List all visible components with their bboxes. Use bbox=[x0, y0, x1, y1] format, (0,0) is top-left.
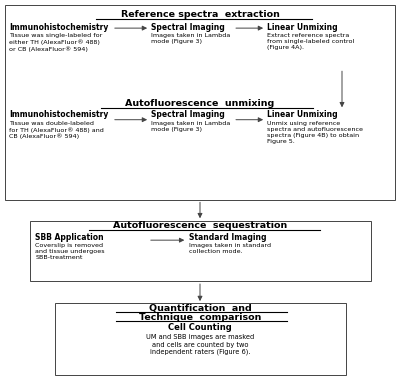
Text: Images taken in Lambda
mode (Figure 3): Images taken in Lambda mode (Figure 3) bbox=[151, 33, 230, 44]
Text: Autofluorescence  sequestration: Autofluorescence sequestration bbox=[113, 221, 287, 230]
Text: Unmix using reference
spectra and autofluorescence
spectra (Figure 4B) to obtain: Unmix using reference spectra and autofl… bbox=[267, 121, 363, 144]
Text: Images taken in standard
collection mode.: Images taken in standard collection mode… bbox=[189, 243, 271, 254]
Text: Cell Counting: Cell Counting bbox=[168, 323, 232, 332]
FancyBboxPatch shape bbox=[5, 5, 395, 200]
Text: Quantification  and: Quantification and bbox=[149, 304, 251, 313]
Text: Tissue was single-labeled for
either TH (AlexaFluor® 488)
or CB (AlexaFluor® 594: Tissue was single-labeled for either TH … bbox=[9, 33, 102, 52]
Text: Autofluorescence  unmixing: Autofluorescence unmixing bbox=[125, 99, 275, 108]
Text: Extract reference spectra
from single-labeled control
(Figure 4A).: Extract reference spectra from single-la… bbox=[267, 33, 354, 51]
Text: UM and SBB images are masked
and cells are counted by two
independent raters (Fi: UM and SBB images are masked and cells a… bbox=[146, 334, 254, 355]
Text: Technique  comparison: Technique comparison bbox=[139, 314, 261, 323]
Text: Tissue was double-labeled
for TH (AlexaFluor® 488) and
CB (AlexaFluor® 594): Tissue was double-labeled for TH (AlexaF… bbox=[9, 121, 104, 139]
Text: Reference spectra  extraction: Reference spectra extraction bbox=[120, 10, 280, 19]
Text: Immunohistochemistry: Immunohistochemistry bbox=[9, 23, 108, 32]
Text: Spectral Imaging: Spectral Imaging bbox=[151, 110, 225, 119]
Text: Linear Unmixing: Linear Unmixing bbox=[267, 23, 338, 32]
Text: Immunohistochemistry: Immunohistochemistry bbox=[9, 110, 108, 119]
Text: SBB Application: SBB Application bbox=[35, 233, 104, 242]
Text: Spectral Imaging: Spectral Imaging bbox=[151, 23, 225, 32]
Text: Coverslip is removed
and tissue undergoes
SBB-treatment: Coverslip is removed and tissue undergoe… bbox=[35, 243, 105, 260]
FancyBboxPatch shape bbox=[30, 221, 371, 281]
Text: Linear Unmixing: Linear Unmixing bbox=[267, 110, 338, 119]
FancyBboxPatch shape bbox=[55, 303, 346, 375]
Text: Images taken in Lambda
mode (Figure 3): Images taken in Lambda mode (Figure 3) bbox=[151, 121, 230, 132]
Text: Standard Imaging: Standard Imaging bbox=[189, 233, 266, 242]
